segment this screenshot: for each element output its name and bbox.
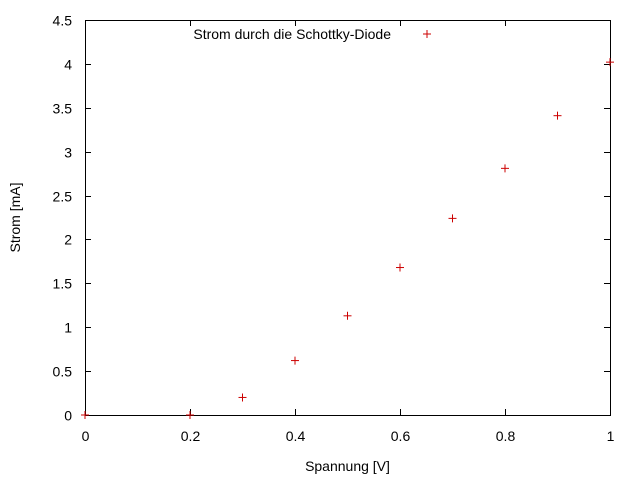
legend-series-label: Strom durch die Schottky-Diode	[193, 26, 391, 42]
y-tick-label: 3.5	[53, 101, 73, 117]
x-tick-label: 1	[607, 428, 615, 444]
y-axis-label: Strom [mA]	[7, 182, 23, 252]
ticks-group: 0 0.5 1 1.5 2 2.5 3 3.5 4 4.5 0 0.2 0.4 0.6 0.8 1	[53, 13, 615, 445]
y-tick-label: 2.5	[53, 189, 73, 205]
data-point	[291, 356, 299, 365]
plot-frame	[85, 20, 611, 416]
x-axis-label: Spannung [V]	[305, 458, 390, 474]
data-point	[396, 263, 404, 272]
data-point	[501, 164, 509, 173]
legend-marker-plus	[423, 30, 431, 38]
data-point	[553, 111, 562, 120]
y-tick-label: 0.5	[53, 364, 73, 380]
data-point	[448, 214, 457, 223]
y-tick-label: 2	[64, 232, 72, 248]
legend: Strom durch die Schottky-Diode	[193, 26, 431, 42]
x-tick-label: 0.2	[181, 428, 201, 444]
y-tick-label: 0	[64, 408, 72, 424]
points-group	[81, 58, 614, 419]
y-tick-label: 4.5	[53, 13, 73, 29]
y-tick-label: 1.5	[53, 276, 73, 292]
y-tick-label: 4	[64, 57, 72, 73]
data-point	[343, 311, 352, 320]
x-tick-label: 0.6	[391, 428, 411, 444]
legend-marker	[423, 30, 431, 38]
y-tick-label: 3	[64, 145, 72, 161]
data-point	[606, 58, 614, 67]
x-tick-label: 0.4	[286, 428, 306, 444]
y-tick-label: 1	[64, 320, 72, 336]
data-point	[81, 411, 89, 419]
x-tick-label: 0.8	[496, 428, 516, 444]
data-point	[238, 393, 247, 402]
x-tick-label: 0	[82, 428, 90, 444]
data-point	[186, 411, 194, 419]
